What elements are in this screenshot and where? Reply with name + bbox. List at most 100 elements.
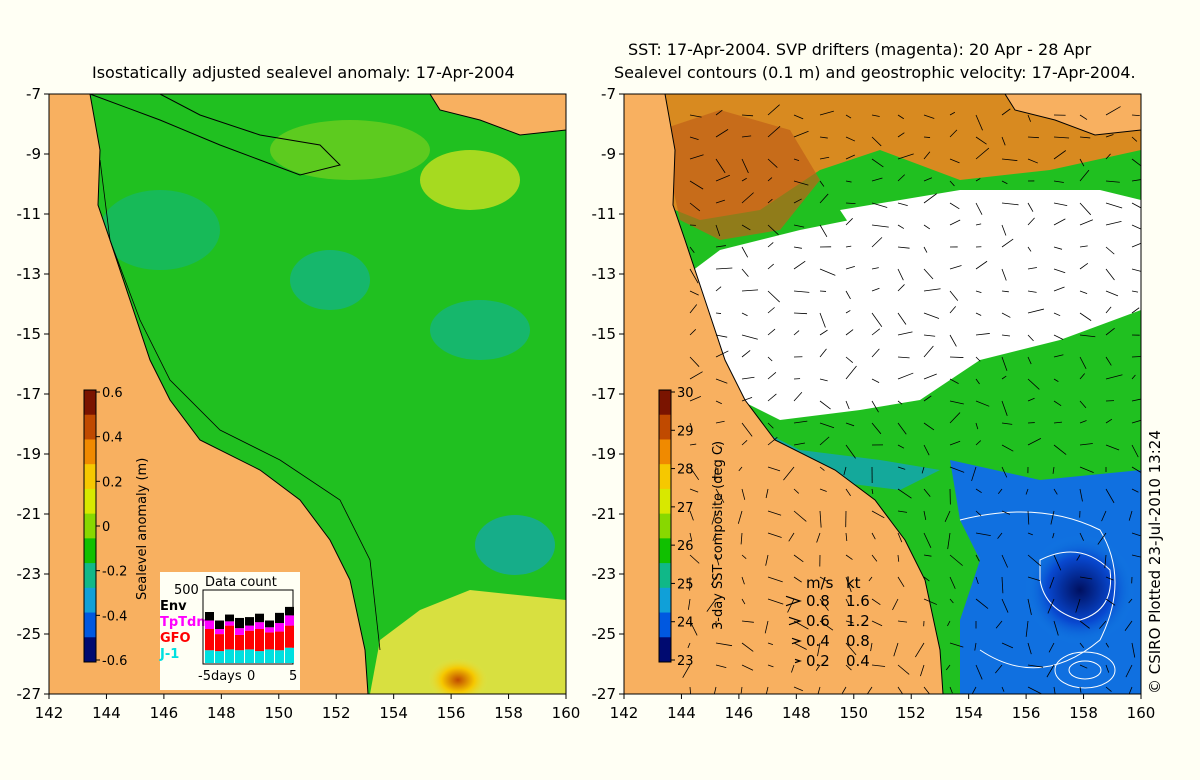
- velocity-vector: [767, 290, 780, 303]
- velocity-vector: [949, 598, 954, 604]
- velocity-vector: [975, 598, 989, 609]
- velocity-vector: [819, 348, 827, 358]
- velocity-vector: [923, 422, 935, 431]
- data-count-legend-item: GFO: [160, 631, 191, 646]
- velocity-vector: [737, 510, 743, 524]
- velocity-vector: [1131, 488, 1139, 493]
- velocity-vector: [819, 378, 828, 382]
- velocity-vector: [845, 576, 852, 593]
- velocity-vectors: [682, 104, 1141, 694]
- right-colorbar-swatch: [659, 563, 671, 589]
- velocity-vector: [1124, 620, 1133, 631]
- left-colorbar-tick-label: 0: [102, 520, 110, 535]
- velocity-vector: [793, 246, 802, 249]
- velocity-vector: [1079, 532, 1084, 541]
- velocity-vector: [1001, 375, 1007, 380]
- velocity-vector: [738, 466, 743, 472]
- left-panel-title: Isostatically adjusted sealevel anomaly:…: [92, 63, 515, 82]
- velocity-vector: [1105, 642, 1110, 648]
- right-colorbar-swatch: [659, 637, 671, 663]
- velocity-vector: [1125, 664, 1133, 678]
- velocity-vector: [1053, 400, 1062, 407]
- velocity-vector: [765, 488, 769, 499]
- velocity-vector: [897, 312, 907, 325]
- velocity-vector: [689, 443, 697, 446]
- right-colorbar-tick-label: 25: [677, 577, 694, 592]
- velocity-vector: [715, 312, 722, 314]
- velocity-vector: [741, 350, 751, 358]
- velocity-vector: [845, 202, 856, 205]
- velocity-vector: [689, 304, 698, 314]
- anomaly-hotspot: [428, 658, 488, 694]
- velocity-vector: [871, 177, 883, 182]
- velocity-vector: [788, 532, 795, 542]
- velocity-vector: [1027, 290, 1037, 293]
- velocity-vector: [845, 265, 855, 270]
- left-lon-label: 150: [264, 704, 293, 722]
- velocity-vector: [923, 246, 928, 253]
- velocity-vector: [949, 158, 960, 164]
- velocity-vector: [715, 267, 733, 270]
- left-colorbar-swatch: [84, 414, 96, 440]
- velocity-vector: [793, 686, 804, 692]
- velocity-vector: [871, 287, 880, 292]
- velocity-vector: [689, 246, 695, 253]
- velocity-vector: [819, 156, 830, 160]
- data-count-bar-env: [215, 620, 224, 629]
- shelf-contour: [89, 94, 341, 176]
- right-lat-label: -9: [601, 145, 616, 163]
- velocity-vector: [843, 466, 847, 476]
- velocity-vector: [741, 246, 749, 258]
- anomaly-blob: [420, 150, 520, 210]
- data-count-bar-env: [205, 612, 214, 621]
- velocity-vector: [1131, 268, 1141, 272]
- velocity-vector: [819, 180, 825, 187]
- velocity-vector: [819, 193, 829, 204]
- data-count-bar-j1: [245, 649, 254, 663]
- velocity-vector: [741, 642, 754, 652]
- velocity-vector: [765, 554, 769, 566]
- velocity-vector: [1001, 422, 1013, 425]
- velocity-vector: [871, 224, 889, 228]
- velocity-vector: [1001, 158, 1018, 162]
- velocity-vector: [1105, 664, 1110, 673]
- velocity-vector: [706, 598, 717, 612]
- data-count-bar-env: [265, 620, 274, 628]
- velocity-vector: [1131, 202, 1141, 209]
- data-count-title: Data count: [205, 575, 277, 590]
- left-lat-label: -13: [17, 265, 42, 283]
- velocity-vector: [974, 642, 977, 651]
- velocity-vector: [975, 576, 979, 584]
- velocity-vector: [1001, 180, 1008, 185]
- data-count-bar-j1: [225, 649, 234, 663]
- data-count-bar-tp: [235, 628, 244, 635]
- velocity-vector: [871, 532, 876, 540]
- velocity-vector: [975, 136, 987, 145]
- velocity-vector: [923, 488, 931, 497]
- left-lon-label: 144: [92, 704, 121, 722]
- speed-legend-arrow: [788, 616, 802, 626]
- velocity-vector: [819, 400, 831, 410]
- speed-legend-kt: 0.4: [846, 652, 870, 670]
- speed-legend-arrow: [785, 595, 802, 607]
- velocity-vector: [971, 686, 977, 694]
- velocity-vector: [689, 356, 700, 367]
- left-colorbar-swatch: [84, 538, 96, 564]
- right-colorbar-tick-label: 26: [677, 539, 694, 554]
- velocity-vector: [741, 576, 745, 585]
- velocity-vector: [871, 664, 886, 667]
- velocity-vector: [897, 510, 908, 513]
- anomaly-blob: [475, 515, 555, 575]
- left-lat-label: -19: [17, 445, 42, 463]
- velocity-vector: [819, 312, 826, 328]
- velocity-vector: [897, 532, 903, 543]
- left-lat-label: -7: [26, 85, 41, 103]
- data-count-bar-gfo: [215, 634, 224, 652]
- velocity-vector: [923, 193, 937, 204]
- velocity-vector: [767, 576, 783, 583]
- velocity-vector: [975, 440, 982, 446]
- right-panel-title-line1: SST: 17-Apr-2004. SVP drifters (magenta)…: [628, 40, 1092, 59]
- left-lon-label: 156: [437, 704, 466, 722]
- velocity-vector: [715, 199, 725, 204]
